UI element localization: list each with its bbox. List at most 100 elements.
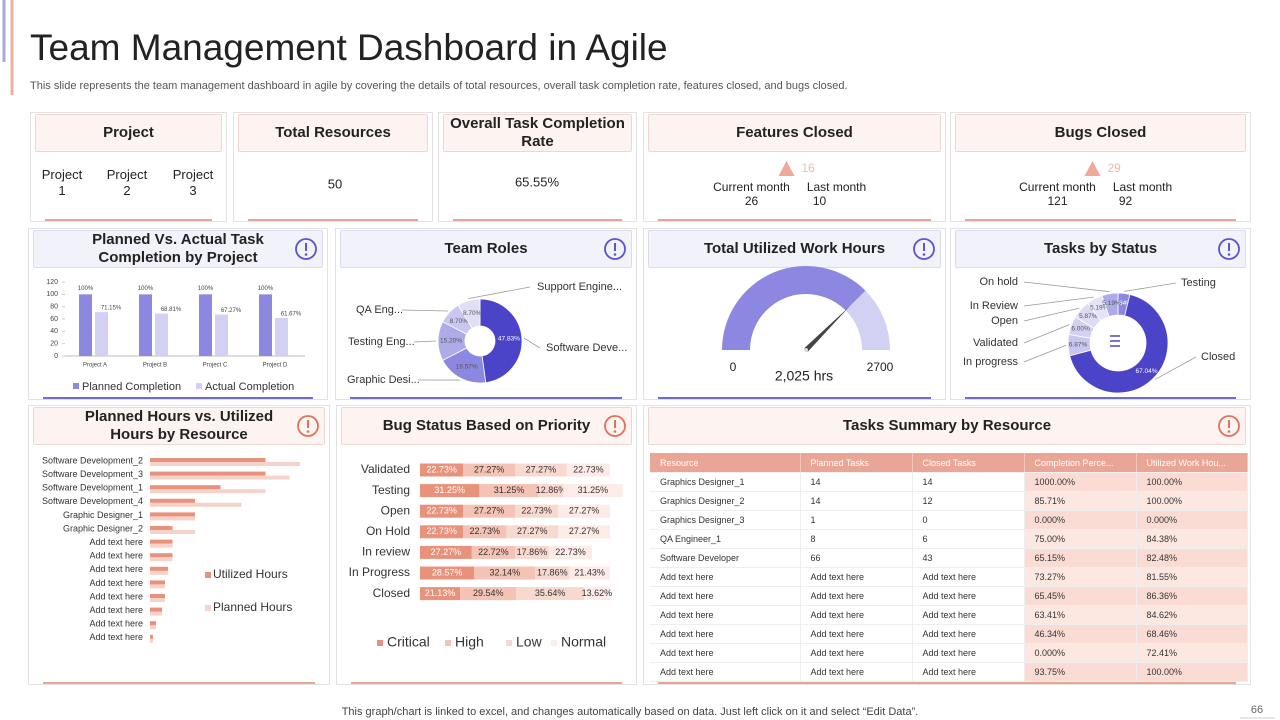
kpi-value: 65.55% [515, 174, 560, 189]
panel [28, 405, 330, 685]
table-cell: 0.000% [1136, 510, 1248, 530]
info-icon-dot [1227, 253, 1231, 256]
table-row: Software Developer 66 43 65.15% 82.48% [650, 548, 1248, 568]
bar-label: 71.15% [101, 306, 122, 312]
segment-label: 27.27% [431, 547, 462, 557]
panel-underline [351, 682, 622, 684]
bar [150, 462, 300, 466]
kpi-value: 50 [328, 176, 342, 191]
bar-segment [558, 525, 610, 539]
bar-segment [474, 566, 536, 580]
table-cell: 8 [800, 529, 913, 549]
segment-label: 6.00% [1071, 326, 1090, 333]
category-label: Closed [1201, 351, 1235, 363]
bar-label: 68.81% [161, 307, 182, 313]
segment-label: 27.27% [474, 464, 505, 474]
table-cell: 1000.00% [1024, 472, 1137, 492]
legend-label: Normal [561, 634, 606, 650]
table-row: Add text here Add text here Add text here 0… [650, 643, 1248, 663]
segment-label: 27.27% [474, 506, 505, 516]
info-icon [1218, 415, 1240, 437]
table-cell: Add text here [650, 605, 801, 625]
trend-up [778, 161, 795, 176]
project-item: Project 1 [41, 167, 83, 198]
bar [259, 294, 272, 356]
bar [150, 625, 156, 630]
info-icon [913, 238, 935, 260]
segment-label: 3.84% [1114, 300, 1133, 307]
segment-label: 22.73% [426, 464, 457, 474]
bar [150, 584, 165, 589]
panel-underline [965, 219, 1236, 221]
y-tick-label: Add text here [89, 537, 143, 547]
bar [139, 294, 152, 356]
table-cell: 63.41% [1024, 605, 1137, 625]
segment-label: 15.20% [440, 338, 462, 345]
y-tick-label: In Progress [349, 565, 410, 579]
gauge-value: 2,025 hrs [775, 368, 833, 384]
bar [150, 526, 173, 530]
category-label: Open [991, 315, 1018, 327]
bar [150, 594, 165, 598]
leader-line [1023, 344, 1067, 363]
panel-title: Total Utilized Work Hours [703, 240, 886, 257]
y-tick-label: Add text here [89, 605, 143, 615]
bar-segment [420, 566, 475, 580]
table-cell: 46.34% [1024, 624, 1137, 644]
leader-line [413, 340, 437, 343]
table-cell: 72.41% [1136, 643, 1248, 663]
panel-header: Planned Vs. Actual Task Completion by Pr… [33, 230, 323, 268]
segment-label: 19.57% [456, 363, 478, 370]
table-cell: 93.75% [1024, 662, 1137, 682]
bar-segment [515, 504, 559, 518]
table-cell: Add text here [650, 586, 801, 606]
bar-segment [563, 484, 623, 498]
bar [150, 512, 195, 517]
table-cell: Add text here [650, 662, 801, 682]
panel-title: Planned Vs. Actual Task Completion by Pr… [92, 231, 264, 266]
table-cell: 100.00% [1136, 662, 1248, 682]
bar [150, 516, 195, 521]
leader-line [1023, 281, 1110, 293]
segment-label: 21.13% [425, 588, 456, 598]
bar [150, 458, 266, 462]
y-tick-label: Open [381, 503, 410, 517]
segment-label: 5.19% [1090, 304, 1109, 311]
kpi-label: Last month [807, 180, 866, 194]
segment-label: 22.73% [470, 526, 501, 536]
table-cell: 12 [912, 491, 1025, 511]
legend-swatch [377, 640, 383, 646]
table-row: QA Engineer_1 8 6 75.00% 84.38% [650, 529, 1248, 549]
segment-label: 31.25% [434, 485, 465, 495]
segment-label: 22.73% [426, 526, 457, 536]
table-cell: 0.000% [1024, 510, 1137, 530]
kpi-label: Current month [1019, 180, 1096, 194]
segment-label: 35.64% [535, 588, 566, 598]
table-cell: Add text here [800, 643, 913, 663]
leader-line [1023, 296, 1094, 307]
segment-label: 22.73% [555, 547, 586, 557]
info-icon [295, 238, 317, 260]
legend-label: High [455, 634, 484, 650]
kpi-change: 29 [1108, 161, 1122, 175]
donut-segment [1101, 292, 1119, 317]
leader-line [401, 309, 448, 312]
y-tick-label: Add text here [89, 591, 143, 601]
panel-underline [43, 397, 313, 399]
segment-label: 27.27% [569, 506, 600, 516]
segment-label: 17.86% [517, 547, 548, 557]
bar-segment [471, 545, 515, 559]
y-tick-label: Software Development_3 [42, 469, 143, 479]
legend-swatch [506, 640, 512, 646]
panel [336, 405, 637, 685]
bar [150, 553, 173, 558]
bar-segment [516, 587, 584, 601]
segment-label: 12.86% [536, 485, 567, 495]
table-row: Graphics Designer_1 14 14 1000.00% 100.00% [650, 472, 1248, 492]
gauge-min: 0 [730, 360, 737, 374]
bar-segment [569, 566, 610, 580]
category-label: Graphic Desi... [347, 374, 420, 386]
table-cell: QA Engineer_1 [650, 529, 801, 549]
info-icon-dot [922, 253, 926, 256]
info-icon [297, 415, 319, 437]
